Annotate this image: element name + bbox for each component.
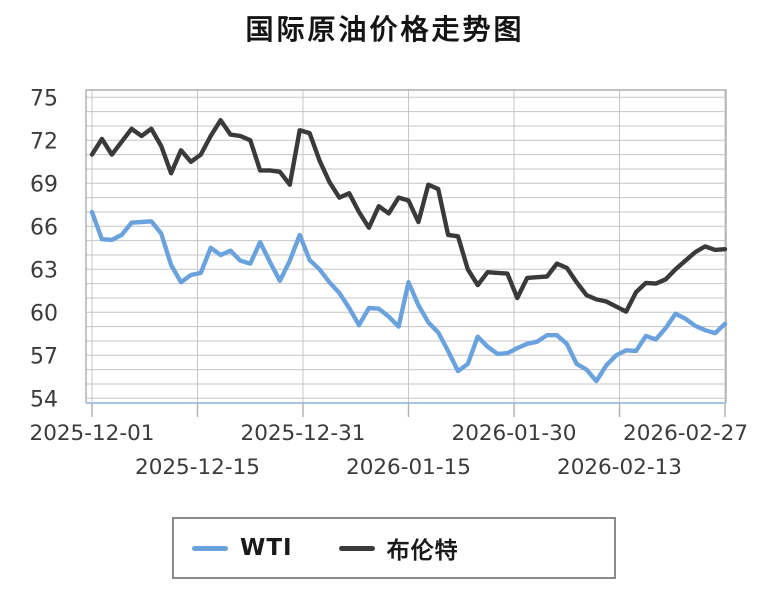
chart-title: 国际原油价格走势图 [245,13,525,46]
series-line-brent [89,117,728,314]
x-tick-label: 2026-02-13 [557,455,682,480]
legend-item-brent: 布伦特 [338,531,459,565]
x-tick-label: 2026-02-27 [623,421,748,446]
x-tick-label: 2025-12-31 [241,421,366,446]
legend-item-wti: WTI [192,535,293,561]
legend-label-wti: WTI [240,535,293,561]
y-tick-label: 66 [30,215,58,240]
y-tick-label: 69 [30,172,58,197]
y-tick-label: 60 [30,301,58,326]
x-tick-label: 2026-01-15 [346,455,471,480]
line-chart: 54 57 60 63 66 69 72 75 2025-12-01 2025-12-15 2025… [30,86,748,480]
legend-label-brent: 布伦特 [386,538,459,564]
y-tick-label: 57 [30,344,58,369]
y-tick-label: 72 [30,129,58,154]
brent-line-swatch-icon [338,545,375,551]
y-tick-label: 63 [30,258,58,283]
chart-legend: WTI 布伦特 [172,517,616,579]
plot-frame [85,89,727,403]
y-tick-label: 54 [30,387,58,412]
x-tick-label: 2025-12-15 [135,455,260,480]
series-line-wti [89,209,728,384]
wti-line-swatch-icon [192,545,228,551]
x-tick-label: 2026-01-30 [452,421,577,446]
y-tick-label: 75 [30,86,58,111]
x-tick-label: 2025-12-01 [30,421,155,446]
